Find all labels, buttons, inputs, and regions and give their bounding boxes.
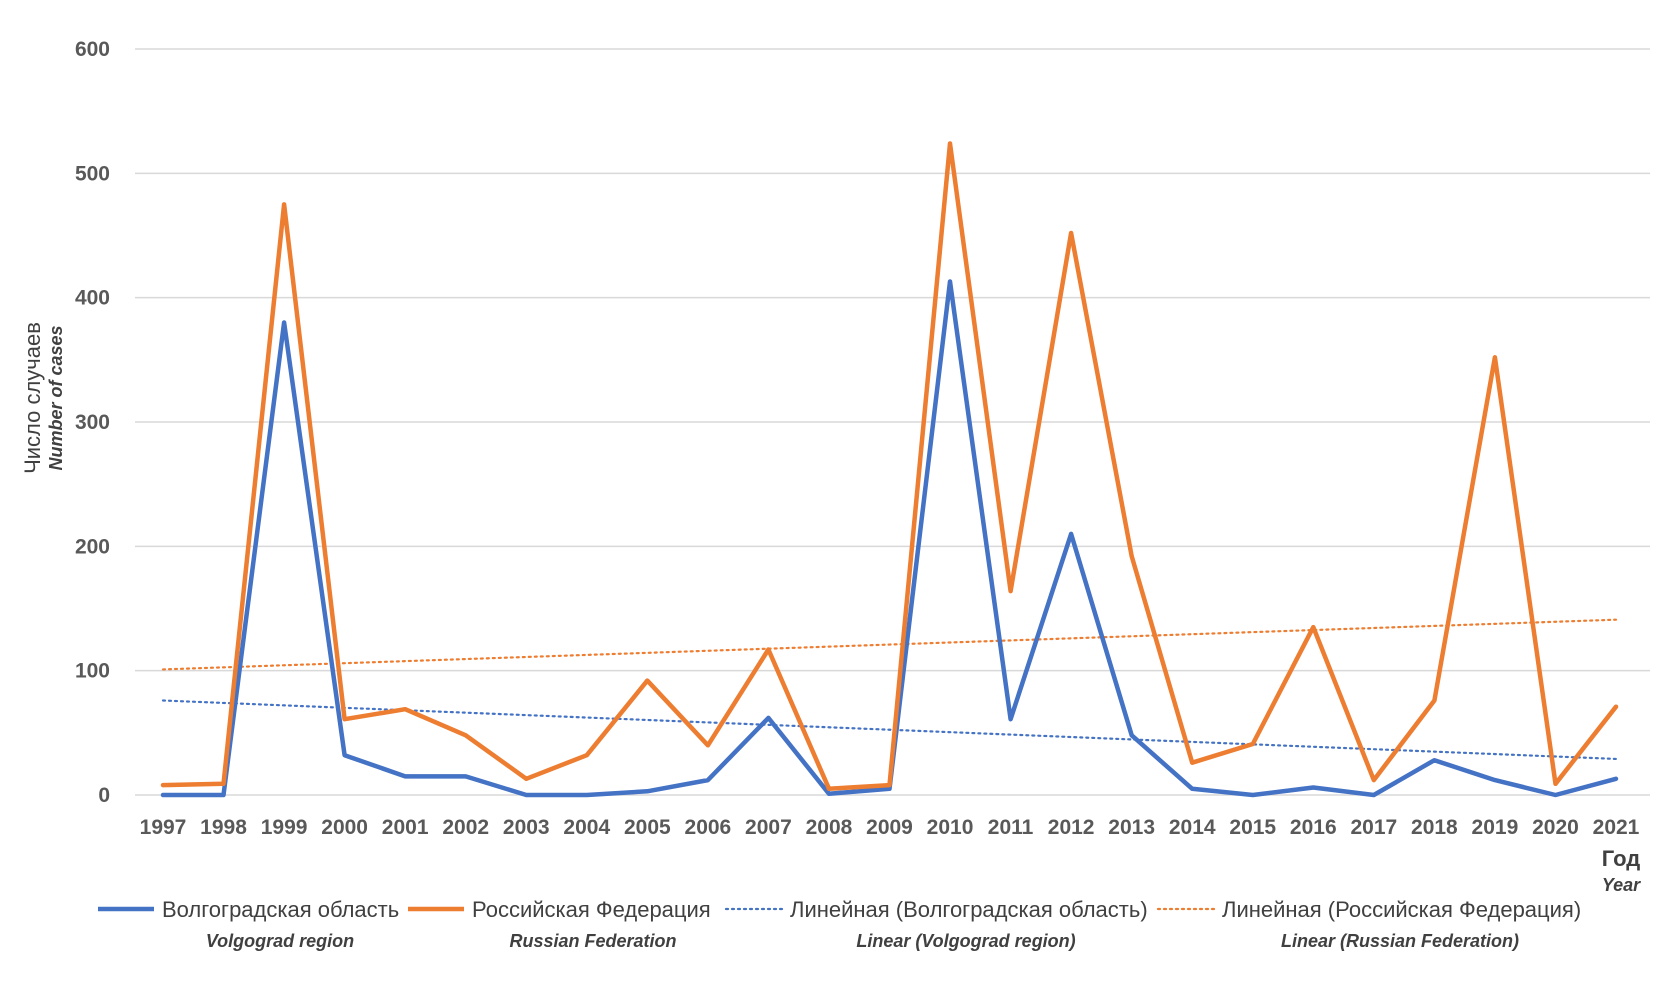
legend-sublabel-3: Linear (Russian Federation) <box>1281 931 1519 951</box>
y-tick-label-100: 100 <box>75 660 110 683</box>
legend-sublabel-1: Russian Federation <box>509 931 676 951</box>
x-tick-label-2002: 2002 <box>442 816 489 839</box>
x-tick-label-2006: 2006 <box>685 816 732 839</box>
legend-sublabel-2: Linear (Volgograd region) <box>856 931 1075 951</box>
y-tick-label-200: 200 <box>75 535 110 558</box>
x-tick-label-2019: 2019 <box>1472 816 1519 839</box>
x-tick-label-2013: 2013 <box>1108 816 1155 839</box>
x-tick-label-2012: 2012 <box>1048 816 1095 839</box>
x-tick-label-2004: 2004 <box>563 816 610 839</box>
data-series <box>163 143 1616 795</box>
x-tick-label-2017: 2017 <box>1350 816 1397 839</box>
legend-label-3: Линейная (Российская Федерация) <box>1222 897 1581 922</box>
x-tick-label-2015: 2015 <box>1229 816 1276 839</box>
x-axis-title: Год <box>1602 846 1641 871</box>
x-tick-label-2001: 2001 <box>382 816 429 839</box>
x-tick-label-2011: 2011 <box>988 816 1034 839</box>
x-tick-label-2010: 2010 <box>927 816 974 839</box>
legend: Волгоградская область Volgograd region Рос… <box>98 897 1581 951</box>
x-tick-label-2009: 2009 <box>866 816 913 839</box>
y-tick-label-0: 0 <box>98 784 110 807</box>
y-axis-title: Число случаев <box>20 322 45 474</box>
y-axis-subtitle: Number of cases <box>46 325 66 470</box>
x-tick-label-2005: 2005 <box>624 816 671 839</box>
x-axis-ticks: 1997 1998 1999 2000 2001 2002 2003 2004 2005 2006… <box>140 816 1640 839</box>
trendline-1 <box>163 620 1616 670</box>
legend-label-1: Российская Федерация <box>472 897 711 922</box>
series-line-1 <box>163 144 1616 789</box>
x-tick-label-2003: 2003 <box>503 816 550 839</box>
x-tick-label-1998: 1998 <box>200 816 247 839</box>
x-tick-label-2000: 2000 <box>321 816 368 839</box>
x-tick-label-2018: 2018 <box>1411 816 1458 839</box>
x-tick-label-1999: 1999 <box>261 816 308 839</box>
x-axis-subtitle: Year <box>1602 875 1641 895</box>
x-tick-label-2007: 2007 <box>745 816 792 839</box>
y-axis-ticks: 0 100 200 300 400 500 600 <box>75 38 110 807</box>
x-tick-label-2020: 2020 <box>1532 816 1579 839</box>
trendlines <box>163 620 1616 759</box>
legend-label-2: Линейная (Волгоградская область) <box>790 897 1148 922</box>
y-tick-label-500: 500 <box>75 162 110 185</box>
legend-label-0: Волгоградская область <box>162 897 399 922</box>
x-tick-label-2014: 2014 <box>1169 816 1216 839</box>
series-line-0 <box>163 282 1616 796</box>
x-tick-label-2021: 2021 <box>1593 816 1640 839</box>
x-tick-label-2008: 2008 <box>806 816 853 839</box>
y-tick-label-400: 400 <box>75 287 110 310</box>
x-tick-label-2016: 2016 <box>1290 816 1337 839</box>
gridlines <box>135 49 1650 795</box>
legend-sublabel-0: Volgograd region <box>206 931 354 951</box>
y-tick-label-600: 600 <box>75 38 110 61</box>
x-tick-label-1997: 1997 <box>140 816 187 839</box>
y-tick-label-300: 300 <box>75 411 110 434</box>
